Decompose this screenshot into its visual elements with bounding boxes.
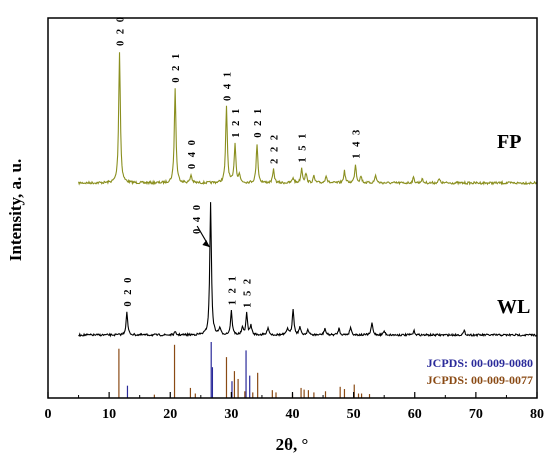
series-label-fp: FP: [497, 131, 521, 153]
plot-frame: [47, 17, 538, 399]
peak-label: 1 2 1: [231, 107, 242, 138]
peak-label: 1 5 1: [298, 132, 309, 163]
peak-label: 0 4 0: [187, 138, 198, 169]
x-tick-label: 70: [469, 407, 483, 422]
peak-label: 2 2 2: [270, 133, 281, 164]
x-tick-label: 20: [163, 407, 177, 422]
series-line-fp: [78, 52, 538, 186]
x-tick-label: 40: [286, 407, 300, 422]
y-axis-title: Intensity, a. u.: [6, 159, 25, 262]
peak-label: 1 5 2: [243, 277, 254, 308]
reference-label: JCPDS: 00-009-0080: [427, 356, 533, 370]
x-axis-title: 2θ, °: [276, 435, 309, 454]
reference-label: JCPDS: 00-009-0077: [427, 373, 533, 387]
peak-label: 0 4 0: [192, 203, 203, 234]
peak-label: 0 2 0: [123, 276, 134, 307]
peak-label: 1 4 3: [352, 128, 363, 159]
x-tick-label: 0: [45, 407, 52, 422]
peak-label: 1 2 1: [227, 274, 238, 305]
x-tick-label: 60: [408, 407, 422, 422]
x-axis: 0 10 20 30 40 50 60 70 80: [45, 392, 544, 422]
peak-label: 0 4 1: [223, 70, 234, 101]
series-label-wl: WL: [497, 296, 530, 318]
series-line-wl: [78, 202, 538, 338]
x-tick-label: 30: [224, 407, 238, 422]
x-tick-label: 10: [102, 407, 116, 422]
peak-label: 0 2 0: [116, 15, 127, 46]
x-tick-label: 50: [347, 407, 361, 422]
peak-arrowhead: [202, 240, 210, 247]
peak-label: 0 2 1: [253, 107, 264, 138]
peak-label: 0 2 1: [171, 52, 182, 83]
x-tick-label: 80: [530, 407, 544, 422]
plot-content: FP WL 0 2 0 0 2 1 0 4 0 0 4 1 1 2 1 0 2 1 2 2 2 1…: [78, 15, 538, 398]
